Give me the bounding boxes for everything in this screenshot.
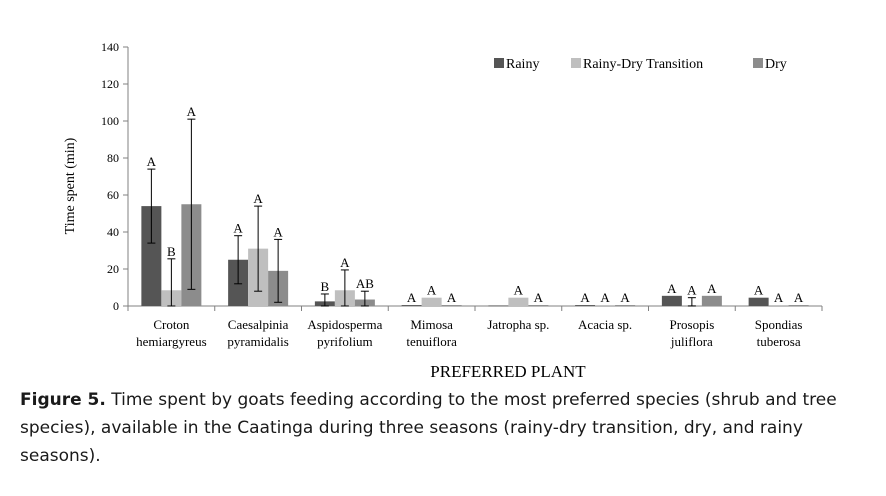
bar xyxy=(575,305,596,306)
significance-letter: A xyxy=(447,290,457,305)
bar xyxy=(528,305,549,306)
significance-letter: A xyxy=(427,283,437,298)
significance-letter: A xyxy=(667,281,677,296)
legend-swatch xyxy=(494,58,504,68)
bar xyxy=(661,295,682,306)
significance-letter: A xyxy=(253,191,263,206)
bar xyxy=(768,305,789,306)
significance-letter: A xyxy=(580,290,590,305)
significance-letter: A xyxy=(273,224,283,239)
y-tick-label: 0 xyxy=(113,299,119,313)
caption-text: Time spent by goats feeding according to… xyxy=(20,390,837,466)
significance-letter: A xyxy=(187,104,197,119)
bar xyxy=(748,297,769,306)
x-tick-label: tenuiflora xyxy=(406,334,457,349)
legend-swatch xyxy=(753,58,763,68)
significance-letter: B xyxy=(321,279,330,294)
bar xyxy=(488,305,509,307)
x-tick-label: pyrifolium xyxy=(317,334,373,349)
x-tick-label: Jatropha sp. xyxy=(487,317,549,332)
x-tick-label: Caesalpinia xyxy=(228,317,289,332)
y-tick-label: 140 xyxy=(101,40,119,54)
x-tick-label: hemiargyreus xyxy=(136,334,207,349)
figure-caption: Figure 5. Time spent by goats feeding ac… xyxy=(20,386,870,470)
x-tick-label: Mimosa xyxy=(410,317,453,332)
x-tick-label: Spondias xyxy=(755,317,803,332)
x-tick-label: juliflora xyxy=(670,334,713,349)
significance-letter: B xyxy=(167,244,176,259)
caption-label: Figure 5. xyxy=(20,390,106,410)
axes xyxy=(123,46,823,311)
y-tick-label: 120 xyxy=(101,77,119,91)
y-tick-label: 40 xyxy=(107,225,119,239)
significance-letter: A xyxy=(794,290,804,305)
x-tick-label: Croton xyxy=(153,317,190,332)
bar xyxy=(421,297,442,306)
significance-letter: A xyxy=(514,283,524,298)
significance-letter: A xyxy=(600,290,610,305)
significance-letter: A xyxy=(707,281,717,296)
significance-letter: A xyxy=(774,290,784,305)
significance-letter: A xyxy=(147,154,157,169)
bar-series xyxy=(141,118,809,307)
x-tick-label: Acacia sp. xyxy=(578,317,632,332)
y-tick-label: 100 xyxy=(101,114,119,128)
bar xyxy=(141,206,162,306)
y-tick-label: 60 xyxy=(107,188,119,202)
legend-swatch xyxy=(571,58,581,68)
significance-letter: A xyxy=(233,221,243,236)
y-tick-label: 20 xyxy=(107,262,119,276)
significance-letter: A xyxy=(687,283,697,298)
legend-label: Rainy-Dry Transition xyxy=(583,57,703,72)
bar xyxy=(615,305,636,306)
x-axis-label: PREFERRED PLANT xyxy=(430,362,586,380)
bar xyxy=(595,305,616,306)
legend: Rainy Rainy-Dry Transition Dry xyxy=(494,57,787,72)
significance-letter: A xyxy=(620,290,630,305)
significance-letter: A xyxy=(754,283,764,298)
bar xyxy=(508,297,529,306)
bar xyxy=(441,305,462,306)
bar-chart: 020406080100120140ABACrotonhemiargyreusA… xyxy=(63,40,823,380)
significance-letter: A xyxy=(534,290,544,305)
legend-label: Dry xyxy=(765,57,787,72)
x-tick-label: Prosopis xyxy=(669,317,714,332)
significance-letter: AB xyxy=(356,276,374,291)
y-tick-label: 80 xyxy=(107,151,119,165)
bar xyxy=(788,305,809,306)
chart-labels: 020406080100120140ABACrotonhemiargyreusA… xyxy=(101,40,804,349)
bar xyxy=(401,305,422,306)
x-tick-label: tuberosa xyxy=(757,334,801,349)
legend-label: Rainy xyxy=(506,57,539,72)
bar xyxy=(701,295,722,306)
y-axis-label: Time spent (min) xyxy=(63,137,78,234)
x-tick-label: pyramidalis xyxy=(227,334,288,349)
significance-letter: A xyxy=(407,290,417,305)
x-tick-label: Aspidosperma xyxy=(307,317,382,332)
significance-letter: A xyxy=(340,255,350,270)
